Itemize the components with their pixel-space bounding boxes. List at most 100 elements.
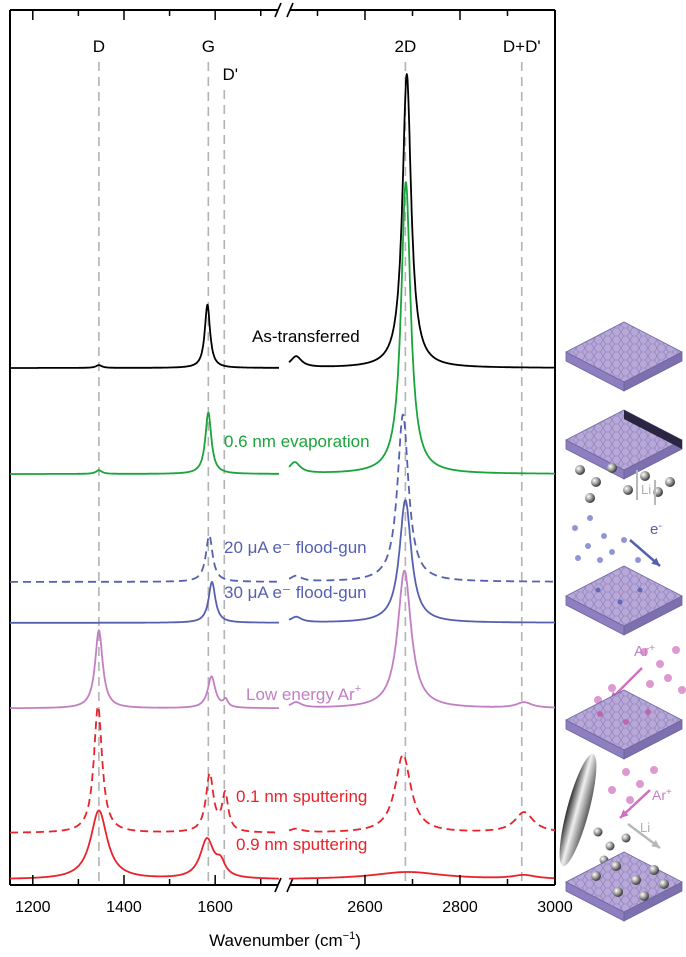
text-labels: 1200 1400 1600 2600 2800 3000 D G D' 2D D+D' As-tra… bbox=[15, 37, 573, 916]
ar-ion-dot bbox=[608, 786, 616, 794]
electron-dot bbox=[635, 557, 641, 563]
series-label-suffix: μA e⁻ flood-gun bbox=[248, 538, 367, 557]
ar-label-main: Ar bbox=[634, 643, 649, 660]
plot-frame bbox=[9, 2, 556, 893]
atom-ball bbox=[611, 861, 621, 871]
sputter-ar-label: Ar+ bbox=[652, 787, 672, 803]
graphene-lattice bbox=[566, 322, 682, 382]
slab-pristine bbox=[565, 321, 683, 392]
x-tick-label: 1400 bbox=[106, 899, 142, 916]
peak-label: D bbox=[93, 37, 105, 56]
peak-label: G bbox=[202, 37, 215, 56]
axis-break-mark bbox=[286, 2, 294, 18]
series-label-main: 30 bbox=[224, 583, 248, 602]
ar-defect-dot bbox=[645, 709, 651, 715]
illustration-panels: Lie-Ar+Ar+Li bbox=[559, 321, 686, 922]
atom-ball bbox=[613, 887, 623, 897]
series-line bbox=[288, 181, 556, 475]
series-label: 0.6 nm evaporation bbox=[224, 432, 370, 451]
ar-ion-dot bbox=[672, 646, 680, 654]
electron-dot bbox=[585, 543, 591, 549]
ar-defect-dot bbox=[597, 711, 603, 717]
atom-ball bbox=[665, 477, 675, 487]
ar-ion-dot bbox=[622, 768, 630, 776]
series-line bbox=[9, 303, 280, 369]
series-line bbox=[288, 499, 556, 624]
axis-break-mark bbox=[274, 2, 282, 18]
atom-ball bbox=[649, 865, 659, 875]
sputter-li-label: Li bbox=[640, 820, 650, 835]
series-line bbox=[9, 581, 280, 624]
electron-arrow-head bbox=[651, 557, 660, 566]
ar-defect-dot bbox=[623, 719, 629, 725]
electron-dot bbox=[575, 555, 581, 561]
x-tick-label: 3000 bbox=[537, 899, 573, 916]
series-line bbox=[9, 629, 280, 709]
series-label-main: As-transferred bbox=[252, 327, 360, 346]
ar-ion-dot bbox=[678, 686, 686, 694]
spectra-curves bbox=[9, 73, 556, 880]
electron-dot bbox=[621, 537, 627, 543]
peak-label: D+D' bbox=[503, 37, 541, 56]
electron-dot bbox=[609, 549, 615, 555]
series-line bbox=[288, 871, 556, 880]
sputter-li-arrow-head bbox=[651, 840, 660, 848]
series-label-main: 20 bbox=[224, 538, 248, 557]
atom-ball bbox=[585, 493, 595, 503]
axis-ticks bbox=[32, 10, 556, 885]
li-label-main: Li bbox=[641, 482, 651, 497]
atom-ball bbox=[575, 465, 585, 475]
electron-on-slab bbox=[637, 587, 643, 593]
atom-ball bbox=[607, 463, 617, 473]
series-line bbox=[288, 569, 556, 709]
ar-ion-dot bbox=[626, 796, 634, 804]
electron-on-slab bbox=[617, 599, 623, 605]
series-label: 0.1 nm sputtering bbox=[236, 787, 367, 806]
x-tick-label: 1200 bbox=[15, 899, 51, 916]
atom-ball bbox=[631, 875, 641, 885]
ar-label: Ar+ bbox=[634, 642, 655, 660]
atom-ball bbox=[639, 891, 649, 901]
atom-ball bbox=[659, 879, 669, 889]
electron-label-main: e bbox=[650, 521, 658, 538]
sputter-ar-arrow-head bbox=[620, 809, 629, 818]
series-line bbox=[288, 753, 556, 833]
series-label: Low energy Ar+ bbox=[246, 683, 361, 704]
series-label-suffix: μA e⁻ flood-gun bbox=[248, 583, 367, 602]
atom-ball bbox=[591, 477, 601, 487]
series-label-main: 0.1 nm sputtering bbox=[236, 787, 367, 806]
li-label: Li bbox=[641, 482, 651, 497]
slab-ar-bombardment bbox=[565, 689, 683, 760]
sputter-ar-label-sup: + bbox=[666, 787, 672, 798]
series-label: 30 μA e⁻ flood-gun bbox=[224, 583, 367, 602]
electron-label: e- bbox=[650, 520, 662, 538]
x-tick-label: 1600 bbox=[197, 899, 233, 916]
sputter-ar-label-main: Ar bbox=[652, 787, 666, 803]
ar-ion-dot bbox=[608, 684, 616, 692]
ar-label-sup: + bbox=[649, 642, 655, 654]
series-line bbox=[9, 411, 280, 475]
sputter-target bbox=[559, 753, 597, 867]
x-tick-label: 2800 bbox=[442, 899, 478, 916]
series-label: As-transferred bbox=[252, 327, 360, 346]
series-label-suffix: + bbox=[355, 683, 361, 695]
atom-ball bbox=[621, 833, 631, 843]
electron-on-slab bbox=[595, 587, 601, 593]
axis-break-mark bbox=[274, 877, 282, 893]
atom-ball bbox=[605, 841, 615, 851]
evaporation-shadow bbox=[624, 410, 682, 449]
x-axis-title: Wavenumber (cm−1) bbox=[209, 930, 361, 950]
atom-ball bbox=[640, 471, 650, 481]
series-label-main: 0.6 nm evaporation bbox=[224, 432, 370, 451]
electron-dot bbox=[587, 515, 593, 521]
ar-ion-dot bbox=[640, 648, 648, 656]
series-label: 20 μA e⁻ flood-gun bbox=[224, 538, 367, 557]
electron-dot bbox=[572, 525, 578, 531]
peak-label: D' bbox=[223, 65, 239, 84]
ar-ion-dot bbox=[664, 674, 672, 682]
x-tick-label: 2600 bbox=[347, 899, 383, 916]
peak-label: 2D bbox=[395, 37, 417, 56]
slab-electron bbox=[565, 565, 683, 636]
